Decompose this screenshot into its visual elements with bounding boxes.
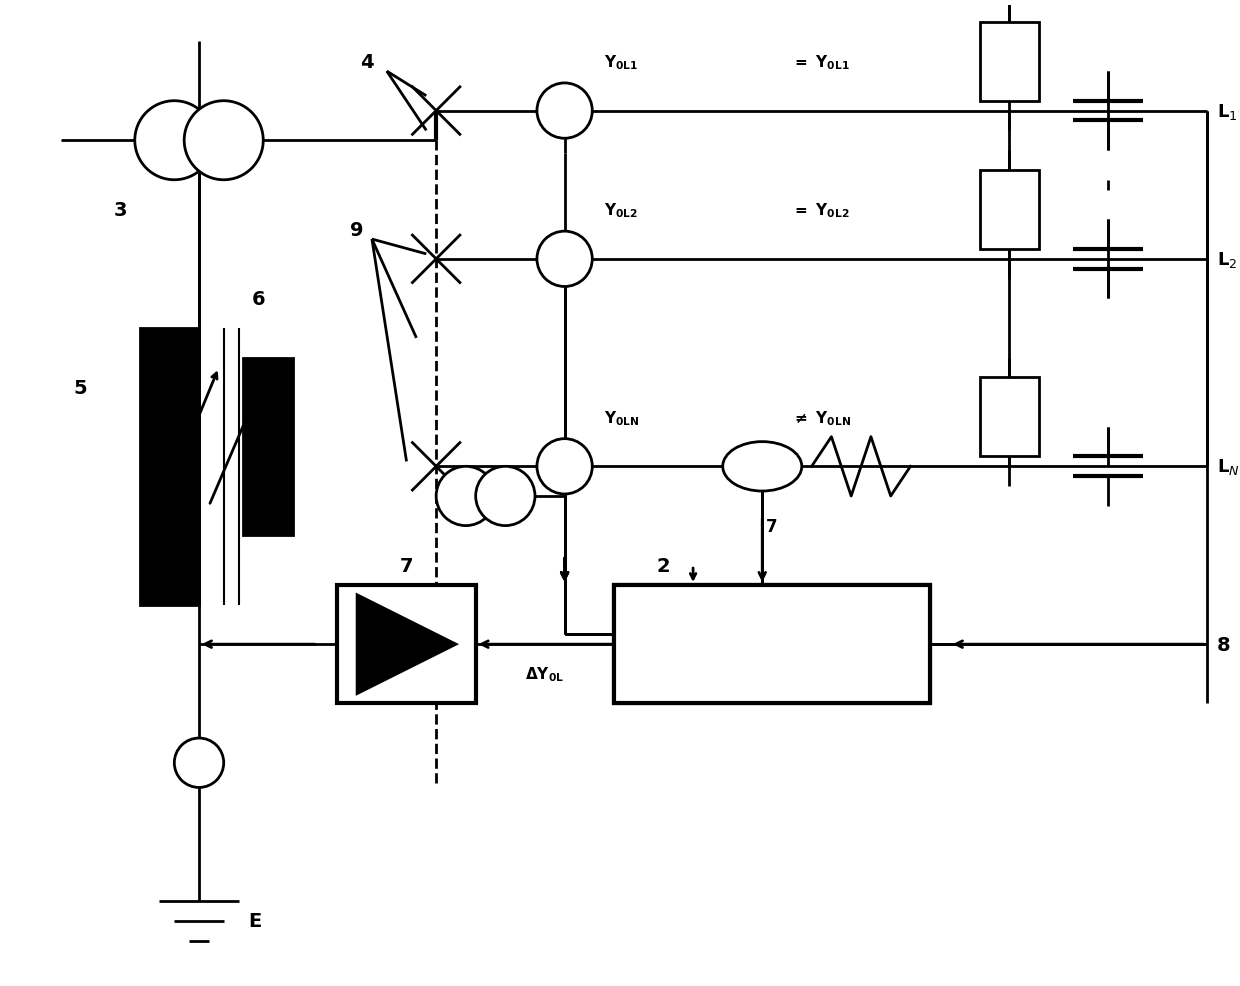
Text: $\mathbf{Y_{0L1}}$: $\mathbf{Y_{0L1}}$	[604, 53, 639, 72]
Circle shape	[537, 439, 593, 495]
Text: 7: 7	[766, 517, 777, 535]
Text: $\mathbf{Y_{0L2}}$: $\mathbf{Y_{0L2}}$	[604, 201, 639, 220]
Text: $\mathbf{= \ Y_{0L2}}$: $\mathbf{= \ Y_{0L2}}$	[792, 201, 849, 220]
Text: E: E	[248, 911, 262, 931]
Circle shape	[537, 84, 593, 139]
Bar	[980, 23, 1039, 102]
Text: $\mathbf{\neq \ Y_{0LN}}$: $\mathbf{\neq \ Y_{0LN}}$	[792, 408, 851, 427]
Text: 9: 9	[351, 221, 363, 240]
Text: 5: 5	[73, 379, 87, 397]
Bar	[614, 586, 930, 704]
Text: $\mathbf{\Sigma Y_{0L}}$: $\mathbf{\Sigma Y_{0L}}$	[749, 634, 796, 655]
Polygon shape	[357, 596, 456, 694]
Text: 2: 2	[657, 556, 671, 575]
Text: 8: 8	[1216, 635, 1230, 654]
Ellipse shape	[723, 442, 802, 491]
Text: 7: 7	[399, 556, 413, 575]
Bar	[337, 586, 476, 704]
Circle shape	[185, 102, 263, 180]
Circle shape	[476, 466, 534, 527]
Text: L$_N$: L$_N$	[1216, 457, 1240, 477]
Bar	[243, 358, 293, 536]
Bar	[140, 328, 198, 605]
Bar	[980, 171, 1039, 249]
Circle shape	[436, 466, 496, 527]
Text: $\mathbf{\Delta Y_{0L}}$: $\mathbf{\Delta Y_{0L}}$	[526, 665, 564, 683]
Circle shape	[537, 232, 593, 287]
Text: $\mathbf{= \ Y_{0L1}}$: $\mathbf{= \ Y_{0L1}}$	[792, 53, 849, 72]
Text: $\mathbf{Y_{0LN}}$: $\mathbf{Y_{0LN}}$	[604, 408, 640, 427]
Text: 4: 4	[360, 52, 373, 72]
Text: L$_2$: L$_2$	[1216, 249, 1238, 269]
Circle shape	[135, 102, 213, 180]
Text: 3: 3	[113, 201, 126, 220]
Bar	[980, 378, 1039, 457]
Text: 6: 6	[252, 290, 265, 309]
Text: L$_1$: L$_1$	[1216, 102, 1238, 121]
Bar	[614, 586, 930, 704]
Circle shape	[175, 739, 223, 788]
